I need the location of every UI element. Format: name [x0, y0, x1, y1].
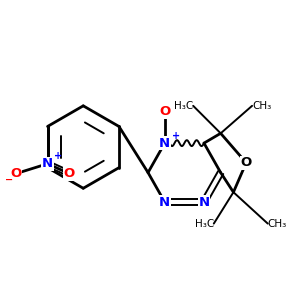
Text: −: −	[5, 174, 13, 184]
Text: O: O	[241, 156, 252, 169]
Text: CH₃: CH₃	[268, 219, 287, 229]
Text: N: N	[159, 196, 170, 208]
Text: CH₃: CH₃	[252, 101, 271, 111]
Text: O: O	[64, 167, 75, 180]
Text: +: +	[172, 131, 181, 141]
Text: N: N	[159, 136, 170, 150]
Text: N: N	[198, 196, 209, 208]
Text: +: +	[54, 152, 62, 161]
Text: H₃C: H₃C	[174, 101, 193, 111]
Text: O: O	[11, 167, 22, 180]
Text: H₃C: H₃C	[194, 219, 214, 229]
Text: O: O	[159, 105, 170, 118]
Text: N: N	[42, 157, 53, 170]
